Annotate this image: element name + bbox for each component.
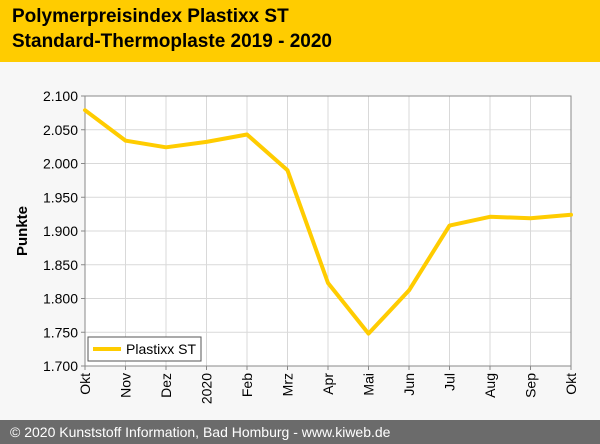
legend: Plastixx ST [87, 336, 202, 362]
y-tick-label: 1.700 [43, 358, 78, 374]
y-tick-label: 1.800 [43, 291, 78, 307]
x-tick-label: Feb [239, 373, 255, 397]
chart-title: Polymerpreisindex Plastixx ST [12, 6, 289, 27]
series-layer [83, 108, 573, 336]
x-tick-label: Okt [77, 373, 93, 395]
x-tick-label: Okt [563, 373, 579, 395]
x-tick-label: Mrz [280, 373, 296, 396]
y-tick-label: 2.000 [43, 156, 78, 172]
x-tick-label: Jul [442, 373, 458, 391]
x-tick-label: Jun [401, 373, 417, 396]
chart-header: Polymerpreisindex Plastixx ST Standard-T… [0, 0, 600, 62]
y-tick-label: 2.100 [43, 88, 78, 104]
copyright-text: © 2020 Kunststoff Information, Bad Hombu… [10, 424, 391, 440]
x-tick-label: Aug [482, 373, 498, 398]
chart-subtitle: Standard-Thermoplaste 2019 - 2020 [12, 31, 332, 52]
legend-label: Plastixx ST [126, 341, 196, 357]
x-tick-label: Nov [118, 373, 134, 398]
y-axis-label: Punkte [14, 206, 31, 256]
x-tick-label: Dez [158, 373, 174, 398]
axes [81, 95, 572, 370]
y-tick-label: 1.750 [43, 324, 78, 340]
footer-bar: © 2020 Kunststoff Information, Bad Hombu… [0, 420, 600, 444]
series-line-plastixx-st [83, 108, 573, 336]
y-tick-label: 1.850 [43, 257, 78, 273]
y-tick-label: 1.900 [43, 223, 78, 239]
x-tick-label: 2020 [199, 373, 215, 404]
y-tick-label: 2.050 [43, 122, 78, 138]
line-chart: 2.100 2.050 2.000 1.950 1.900 1.850 1.800 1.750… [14, 88, 579, 404]
x-tick-label: Apr [320, 373, 336, 395]
x-tick-label: Mai [361, 373, 377, 396]
x-tick-label: Sep [523, 373, 539, 398]
tick-labels: 2.100 2.050 2.000 1.950 1.900 1.850 1.800 1.750… [43, 88, 579, 404]
y-tick-label: 1.950 [43, 189, 78, 205]
